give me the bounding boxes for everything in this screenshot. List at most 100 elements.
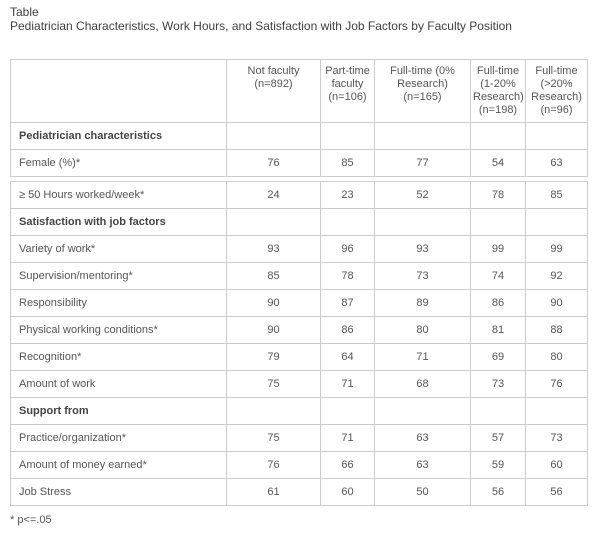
row-label: Amount of money earned* <box>10 451 227 479</box>
cell-value: 68 <box>374 370 471 398</box>
cell-value: 69 <box>470 343 526 371</box>
table-row: Supervision/mentoring* 85 78 73 74 92 <box>10 262 588 290</box>
cell-value: 59 <box>470 451 526 479</box>
row-label: Pediatrician characteristics <box>10 122 227 150</box>
cell-value: 76 <box>226 149 321 177</box>
cell-value: 86 <box>320 316 375 344</box>
row-gap <box>10 176 588 182</box>
section-header-row: Support from <box>10 397 588 425</box>
cell-value <box>320 397 375 425</box>
cell-value: 99 <box>470 235 526 263</box>
table-title: Table <box>10 5 39 19</box>
cell-value: 76 <box>226 451 321 479</box>
table-subtitle: Pediatrician Characteristics, Work Hours… <box>10 19 512 33</box>
cell-value: 85 <box>320 149 375 177</box>
cell-value: 60 <box>320 478 375 506</box>
cell-value: 56 <box>525 478 588 506</box>
cell-value: 24 <box>226 181 321 209</box>
cell-value: 85 <box>525 181 588 209</box>
column-header: Not faculty (n=892) <box>226 59 321 123</box>
cell-value: 96 <box>320 235 375 263</box>
cell-value <box>374 397 471 425</box>
row-label: Practice/organization* <box>10 424 227 452</box>
cell-value: 93 <box>226 235 321 263</box>
cell-value: 73 <box>374 262 471 290</box>
row-label: ≥ 50 Hours worked/week* <box>10 181 227 209</box>
cell-value: 80 <box>374 316 471 344</box>
cell-value: 80 <box>525 343 588 371</box>
cell-value: 73 <box>525 424 588 452</box>
cell-value: 76 <box>525 370 588 398</box>
cell-value: 71 <box>374 343 471 371</box>
table-caption: Table Pediatrician Characteristics, Work… <box>10 5 600 33</box>
table-row: Amount of work 75 71 68 73 76 <box>10 370 588 398</box>
cell-value: 93 <box>374 235 471 263</box>
table-row: Responsibility 90 87 89 86 90 <box>10 289 588 317</box>
cell-value: 74 <box>470 262 526 290</box>
cell-value: 78 <box>320 262 375 290</box>
row-label: Physical working conditions* <box>10 316 227 344</box>
cell-value: 90 <box>226 316 321 344</box>
cell-value: 66 <box>320 451 375 479</box>
cell-value: 88 <box>525 316 588 344</box>
cell-value <box>374 208 471 236</box>
row-label: Support from <box>10 397 227 425</box>
cell-value <box>525 397 588 425</box>
column-header: Full-time (0% Research) (n=165) <box>374 59 471 123</box>
data-table: Not faculty (n=892) Part-time faculty (n=… <box>10 59 588 506</box>
cell-value: 89 <box>374 289 471 317</box>
cell-value: 73 <box>470 370 526 398</box>
header-row: Not faculty (n=892) Part-time faculty (n=… <box>10 59 588 123</box>
cell-value: 81 <box>470 316 526 344</box>
cell-value: 63 <box>525 149 588 177</box>
cell-value: 77 <box>374 149 471 177</box>
table-body: Pediatrician characteristics Female (%)* 7… <box>10 122 588 506</box>
row-label-column-header <box>10 59 227 123</box>
cell-value: 52 <box>374 181 471 209</box>
cell-value: 75 <box>226 370 321 398</box>
table-row: ≥ 50 Hours worked/week* 24 23 52 78 85 <box>10 181 588 209</box>
column-header: Full-time (1-20% Research) (n=198) <box>470 59 526 123</box>
row-label: Supervision/mentoring* <box>10 262 227 290</box>
section-header-row: Pediatrician characteristics <box>10 122 588 150</box>
cell-value: 60 <box>525 451 588 479</box>
row-gap-cell <box>10 176 588 182</box>
cell-value: 86 <box>470 289 526 317</box>
row-label: Amount of work <box>10 370 227 398</box>
cell-value: 85 <box>226 262 321 290</box>
cell-value: 79 <box>226 343 321 371</box>
cell-value <box>470 122 526 150</box>
cell-value <box>320 122 375 150</box>
cell-value: 90 <box>525 289 588 317</box>
cell-value <box>226 122 321 150</box>
table-row: Practice/organization* 75 71 63 57 73 <box>10 424 588 452</box>
cell-value: 50 <box>374 478 471 506</box>
cell-value: 71 <box>320 424 375 452</box>
table-row: Variety of work* 93 96 93 99 99 <box>10 235 588 263</box>
cell-value: 63 <box>374 451 471 479</box>
cell-value <box>525 208 588 236</box>
cell-value: 23 <box>320 181 375 209</box>
cell-value <box>226 208 321 236</box>
table-header: Not faculty (n=892) Part-time faculty (n=… <box>10 59 588 123</box>
row-label: Satisfaction with job factors <box>10 208 227 236</box>
cell-value: 64 <box>320 343 375 371</box>
table-row: Female (%)* 76 85 77 54 63 <box>10 149 588 177</box>
row-label: Female (%)* <box>10 149 227 177</box>
cell-value: 99 <box>525 235 588 263</box>
row-label: Variety of work* <box>10 235 227 263</box>
cell-value: 54 <box>470 149 526 177</box>
cell-value: 75 <box>226 424 321 452</box>
cell-value <box>470 397 526 425</box>
cell-value: 92 <box>525 262 588 290</box>
cell-value <box>374 122 471 150</box>
section-header-row: Satisfaction with job factors <box>10 208 588 236</box>
row-label: Responsibility <box>10 289 227 317</box>
cell-value: 90 <box>226 289 321 317</box>
table-row: Amount of money earned* 76 66 63 59 60 <box>10 451 588 479</box>
row-label: Recognition* <box>10 343 227 371</box>
column-header: Part-time faculty (n=106) <box>320 59 375 123</box>
cell-value: 71 <box>320 370 375 398</box>
cell-value: 61 <box>226 478 321 506</box>
